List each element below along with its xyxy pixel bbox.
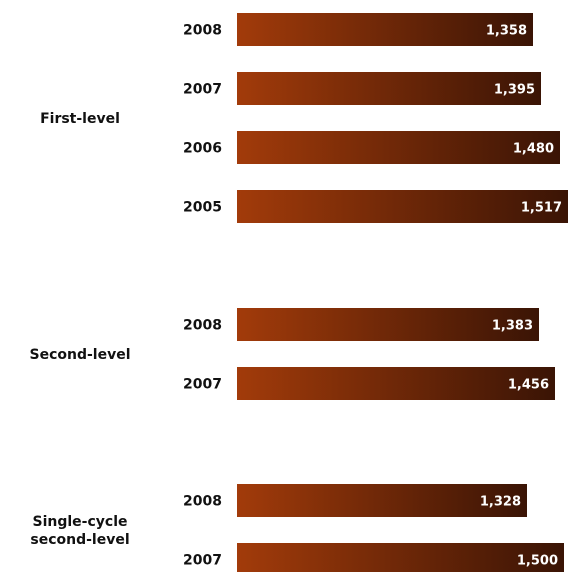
group-labels: First-level Second-level Single-cycle secon… [29, 111, 130, 548]
group-label: First-level [40, 111, 120, 127]
group-label: Second-level [29, 347, 130, 363]
year-tick-label: 2008 [183, 318, 222, 334]
bar-value-label: 1,383 [492, 319, 533, 334]
bar-value-label: 1,517 [521, 201, 562, 216]
bar-0-2005 [237, 190, 568, 223]
bar-value-label: 1,358 [486, 24, 527, 39]
bar-0-2006 [237, 131, 560, 164]
bar-0-2007 [237, 72, 541, 105]
bar-1-2007 [237, 367, 555, 400]
bar-0-2008 [237, 13, 533, 46]
year-tick-label: 2005 [183, 200, 222, 216]
bar-value-label: 1,395 [494, 83, 535, 98]
bar-1-2008 [237, 308, 539, 341]
bar-value-label: 1,456 [508, 378, 549, 393]
bars: 2008 1,358 2007 1,395 2006 1,480 2005 1,517 2008… [183, 13, 568, 572]
bar-value-label: 1,328 [480, 495, 521, 510]
bar-2-2008 [237, 484, 527, 517]
year-tick-label: 2006 [183, 141, 222, 157]
bar-2-2007 [237, 543, 564, 572]
year-tick-label: 2008 [183, 494, 222, 510]
group-label: Single-cycle second-level [30, 514, 129, 548]
year-tick-label: 2007 [183, 553, 222, 569]
year-tick-label: 2007 [183, 82, 222, 98]
year-tick-label: 2008 [183, 23, 222, 39]
bar-value-label: 1,480 [513, 142, 554, 157]
year-tick-label: 2007 [183, 377, 222, 393]
bar-value-label: 1,500 [517, 554, 558, 569]
